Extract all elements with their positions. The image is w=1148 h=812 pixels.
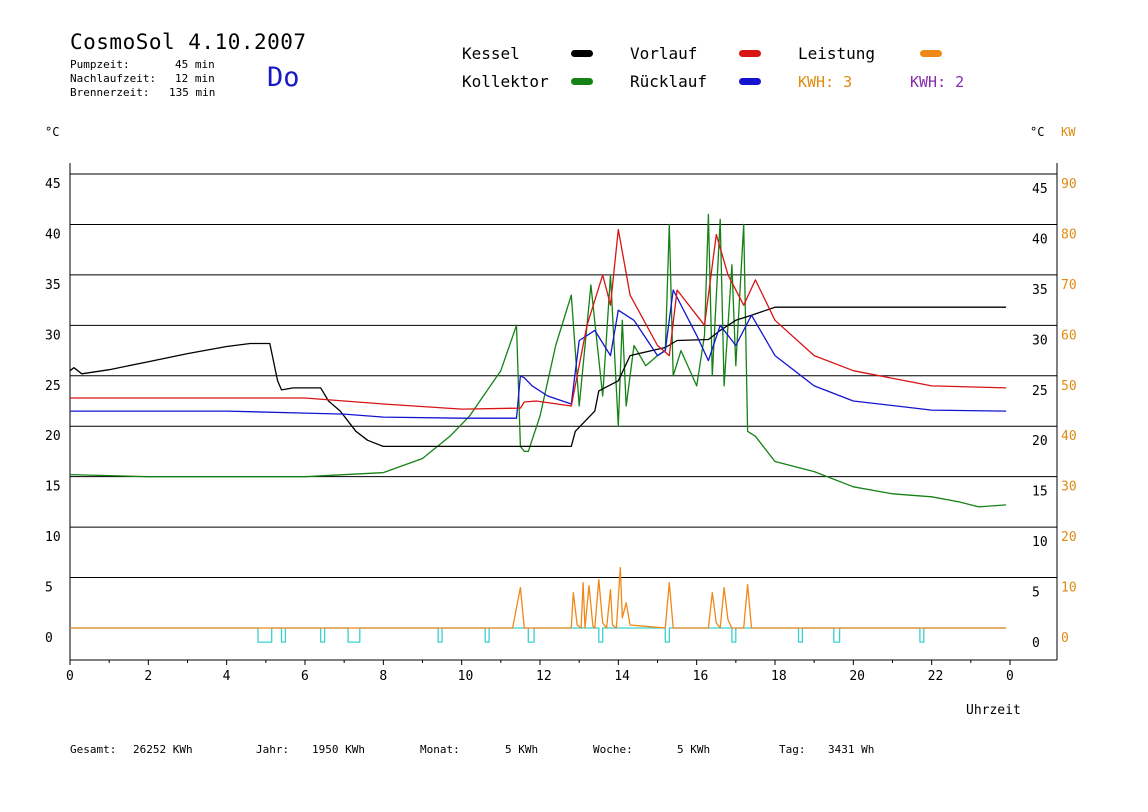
- x-tick-label: 14: [614, 669, 630, 684]
- footer-value: 26252 KWh: [133, 743, 193, 756]
- series-line-kessel: [69, 306, 1007, 448]
- stat-label: Pumpzeit:: [70, 58, 130, 71]
- y-tick-label: 0: [45, 631, 53, 646]
- legend-label: Kollektor: [462, 72, 549, 91]
- stat-label: Nachlaufzeit:: [70, 72, 157, 85]
- y-tick-label: 20: [45, 429, 61, 444]
- footer-value: 1950 KWh: [312, 743, 365, 756]
- left-unit-label: °C: [45, 125, 60, 139]
- y-tick-label: 40: [45, 227, 61, 242]
- series-line-vorlauf: [70, 228, 1007, 410]
- footer-label: Tag:: [779, 743, 806, 756]
- x-tick-label: 6: [301, 669, 309, 684]
- y-tick-label: 35: [45, 278, 61, 293]
- power-tick-label: 30: [1061, 480, 1077, 495]
- footer-value: 3431 Wh: [828, 743, 875, 756]
- power-tick-label: 20: [1061, 530, 1077, 545]
- page-title: CosmoSol 4.10.2007: [70, 30, 307, 54]
- stat-value: 135 min: [169, 86, 216, 99]
- legend-label: Leistung: [798, 44, 876, 63]
- legend-swatch: [571, 50, 593, 57]
- x-tick-label: 18: [771, 669, 787, 684]
- legend-label: Rücklauf: [630, 72, 708, 91]
- y-tick-label: 45: [45, 177, 61, 192]
- y-tick-label: 5: [45, 581, 53, 596]
- y2-tick-label: 40: [1032, 232, 1048, 247]
- x-tick-label: 12: [536, 669, 552, 684]
- y-tick-label: 30: [45, 328, 61, 343]
- x-tick-label: 0: [1006, 669, 1014, 684]
- x-tick-label: 4: [223, 669, 231, 684]
- footer-value: 5 KWh: [505, 743, 539, 756]
- y-tick-label: 15: [45, 480, 61, 495]
- x-tick-label: 0: [66, 669, 74, 684]
- stat-value: 45 min: [175, 58, 215, 71]
- legend-swatch: [739, 50, 761, 57]
- footer-label: Gesamt:: [70, 743, 117, 756]
- x-axis-label: Uhrzeit: [966, 703, 1021, 718]
- y2-tick-label: 45: [1032, 182, 1048, 197]
- legend-swatch: [739, 78, 761, 85]
- x-tick-label: 8: [379, 669, 387, 684]
- y2-tick-label: 0: [1032, 636, 1040, 651]
- series-line-pumpe: [70, 627, 1007, 643]
- power-tick-label: 50: [1061, 379, 1077, 394]
- series-line-leistung: [70, 566, 1007, 629]
- footer-label: Monat:: [420, 743, 460, 756]
- legend-swatch: [920, 50, 942, 57]
- x-tick-label: 2: [144, 669, 152, 684]
- kwh-readout-1: KWH: 3: [798, 73, 853, 91]
- y2-tick-label: 35: [1032, 283, 1048, 298]
- kwh-readout-2: KWH: 2: [910, 73, 965, 91]
- y2-tick-label: 25: [1032, 384, 1048, 399]
- series-line-ruecklauf: [70, 289, 1007, 419]
- y2-tick-label: 20: [1032, 434, 1048, 449]
- power-unit-label: KW: [1061, 125, 1076, 139]
- power-tick-label: 10: [1061, 581, 1077, 596]
- x-tick-label: 22: [928, 669, 944, 684]
- power-tick-label: 40: [1061, 429, 1077, 444]
- weekday-label: Do: [267, 62, 300, 93]
- power-tick-label: 60: [1061, 328, 1077, 343]
- footer-label: Woche:: [593, 743, 633, 756]
- legend-swatch: [571, 78, 593, 85]
- y2-tick-label: 5: [1032, 586, 1040, 601]
- y-tick-label: 25: [45, 379, 61, 394]
- series-line-kollektor: [69, 213, 1007, 508]
- power-tick-label: 90: [1061, 177, 1077, 192]
- x-tick-label: 20: [849, 669, 865, 684]
- y2-tick-label: 30: [1032, 333, 1048, 348]
- x-tick-label: 10: [458, 669, 474, 684]
- x-tick-label: 16: [693, 669, 709, 684]
- y2-tick-label: 10: [1032, 535, 1048, 550]
- stat-label: Brennerzeit:: [70, 86, 150, 99]
- power-tick-label: 0: [1061, 631, 1069, 646]
- legend-label: Vorlauf: [630, 44, 698, 63]
- stat-value: 12 min: [175, 72, 215, 85]
- power-tick-label: 70: [1061, 278, 1077, 293]
- power-tick-label: 80: [1061, 227, 1077, 242]
- footer-value: 5 KWh: [677, 743, 711, 756]
- y-tick-label: 10: [45, 530, 61, 545]
- y2-tick-label: 15: [1032, 485, 1048, 500]
- legend-label: Kessel: [462, 44, 520, 63]
- footer-label: Jahr:: [256, 743, 290, 756]
- right-unit-label: °C: [1030, 125, 1045, 139]
